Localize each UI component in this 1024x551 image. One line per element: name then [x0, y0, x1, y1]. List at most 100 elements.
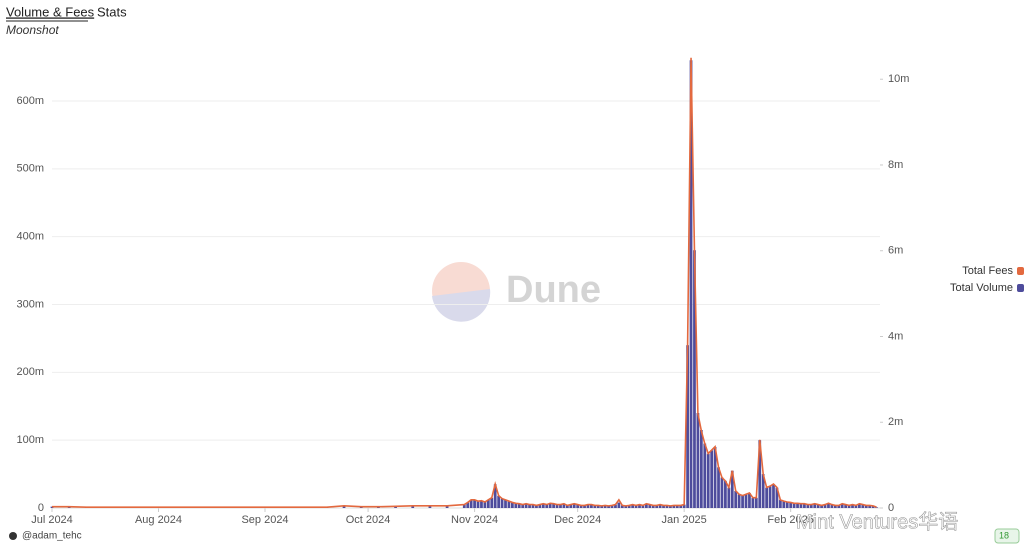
bar	[655, 505, 659, 508]
bar	[696, 413, 700, 508]
line	[52, 57, 877, 508]
bar	[871, 505, 875, 508]
bar	[713, 446, 717, 508]
bar	[596, 505, 600, 508]
bar	[748, 493, 751, 508]
bar	[730, 470, 734, 508]
legend-label: Total Fees	[962, 265, 1013, 277]
bar	[854, 505, 858, 508]
bar	[875, 507, 878, 508]
bar	[555, 504, 559, 508]
bar	[579, 505, 583, 508]
bar	[751, 497, 755, 508]
bar	[861, 504, 865, 508]
x-tick-label: Sep 2024	[241, 514, 288, 526]
bar	[565, 505, 569, 508]
y-tick-label: 600m	[16, 95, 44, 107]
bar	[768, 486, 772, 508]
bar	[837, 505, 841, 508]
bar	[682, 504, 686, 508]
bar	[758, 440, 762, 508]
bar	[476, 501, 480, 508]
bar	[772, 484, 775, 508]
bar	[816, 504, 820, 508]
bar	[775, 487, 779, 508]
bar	[469, 499, 473, 508]
bar	[803, 503, 806, 508]
bar	[847, 505, 851, 508]
bar	[765, 487, 768, 508]
bar	[662, 505, 665, 508]
subtitle: Moonshot	[6, 23, 59, 37]
bar	[514, 503, 518, 508]
bar	[744, 494, 748, 508]
bar	[500, 498, 504, 508]
bar	[782, 501, 786, 508]
bar	[627, 505, 631, 508]
bar	[524, 503, 528, 508]
y2-tick-label: 8m	[888, 159, 903, 171]
bar	[727, 487, 731, 508]
bar	[486, 499, 490, 508]
y-tick-label: 500m	[16, 163, 44, 175]
bar	[796, 503, 799, 508]
bar	[483, 501, 487, 508]
bar	[706, 453, 710, 508]
x-tick-label: Jan 2025	[662, 514, 707, 526]
y-tick-label: 300m	[16, 298, 44, 310]
bar	[868, 505, 872, 508]
x-tick-label: Jul 2024	[31, 514, 73, 526]
bar	[620, 505, 624, 508]
y-tick-label: 200m	[16, 366, 44, 378]
bar	[693, 250, 696, 508]
bar	[833, 505, 837, 508]
bar	[507, 501, 511, 508]
bar	[614, 504, 617, 508]
tab[interactable]: Stats	[97, 4, 127, 19]
bar	[648, 504, 652, 508]
bar	[672, 505, 676, 508]
bar	[823, 504, 827, 508]
x-tick-label: Aug 2024	[135, 514, 182, 526]
bar	[517, 503, 521, 508]
bar	[844, 504, 848, 508]
bar	[541, 503, 545, 508]
bar	[737, 494, 741, 508]
bar	[641, 505, 645, 508]
bar	[858, 503, 861, 508]
bar	[607, 505, 610, 508]
bar	[624, 505, 628, 508]
bar	[792, 503, 796, 508]
legend-label: Total Volume	[950, 282, 1013, 294]
bar	[675, 505, 679, 508]
x-tick-label: Dec 2024	[554, 514, 601, 526]
bar	[548, 503, 552, 508]
bar	[490, 497, 494, 508]
y2-tick-label: 0	[888, 502, 894, 514]
bar	[658, 504, 662, 508]
bar	[778, 499, 782, 508]
bar	[820, 505, 823, 508]
x-tick-label: Nov 2024	[451, 514, 498, 526]
x-tick-label: Feb 2025	[767, 514, 813, 526]
bar	[480, 500, 483, 508]
bar	[864, 505, 868, 508]
bar	[724, 480, 727, 508]
bar	[686, 345, 689, 508]
bar	[741, 495, 744, 508]
bar	[644, 503, 648, 508]
badge-box[interactable]	[994, 528, 1020, 544]
bar	[545, 504, 549, 508]
tab-active[interactable]: Volume & Fees	[6, 4, 95, 19]
bar	[813, 503, 817, 508]
badge[interactable]: 18	[999, 530, 1009, 540]
bar	[789, 502, 793, 508]
bar	[411, 505, 415, 508]
bar	[394, 506, 397, 508]
bar	[552, 503, 555, 508]
y-tick-label: 0	[38, 502, 44, 514]
bar	[586, 504, 590, 508]
legend-swatch	[1017, 267, 1024, 275]
